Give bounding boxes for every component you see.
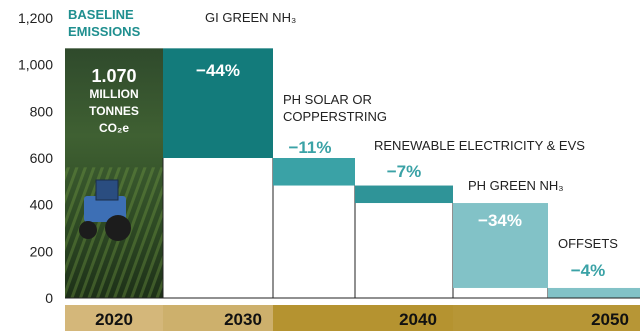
x-axis-band [453, 305, 640, 331]
waterfall-bar [273, 158, 355, 186]
y-tick-label: 600 [30, 150, 54, 166]
y-tick-label: 1,000 [18, 57, 53, 73]
step-percent: −7% [387, 162, 422, 181]
y-tick-label: 0 [45, 290, 53, 306]
waterfall-bar [163, 48, 273, 159]
waterfall-bar [453, 203, 548, 288]
step-percent: −4% [571, 261, 606, 280]
step-label: GI GREEN NH₃ [205, 10, 296, 25]
x-axis-band [273, 305, 453, 331]
baseline-value: 1.070 [91, 66, 136, 86]
x-axis-label: 2050 [591, 310, 629, 329]
y-tick-label: 1,200 [18, 10, 53, 26]
x-axis-band [163, 305, 273, 331]
baseline-unit: CO₂e [99, 121, 129, 135]
waterfall-bar [548, 287, 640, 298]
waterfall-bar [355, 185, 453, 204]
tractor-wheel-icon [79, 221, 97, 239]
step-percent: −11% [288, 138, 331, 157]
x-axis-band [65, 305, 163, 331]
baseline-heading: EMISSIONS [68, 24, 141, 39]
baseline-unit: MILLION [89, 87, 138, 101]
x-axis-label: 2020 [95, 310, 133, 329]
step-label: OFFSETS [558, 236, 618, 251]
baseline-heading: BASELINE [68, 7, 134, 22]
step-percent: −44% [196, 61, 240, 80]
step-label: PH SOLAR OR [283, 92, 372, 107]
step-label: COPPERSTRING [283, 109, 387, 124]
y-tick-label: 400 [30, 197, 54, 213]
step-label: RENEWABLE ELECTRICITY & EVS [374, 138, 585, 153]
tractor-cab-icon [95, 179, 119, 201]
x-axis-label: 2030 [224, 310, 262, 329]
tractor-wheel-icon [105, 215, 131, 241]
x-axis-label: 2040 [399, 310, 437, 329]
baseline-unit: TONNES [89, 104, 139, 118]
y-tick-label: 800 [30, 103, 54, 119]
step-percent: −34% [478, 211, 522, 230]
y-tick-label: 200 [30, 243, 54, 259]
step-label: PH GREEN NH₃ [468, 178, 564, 193]
